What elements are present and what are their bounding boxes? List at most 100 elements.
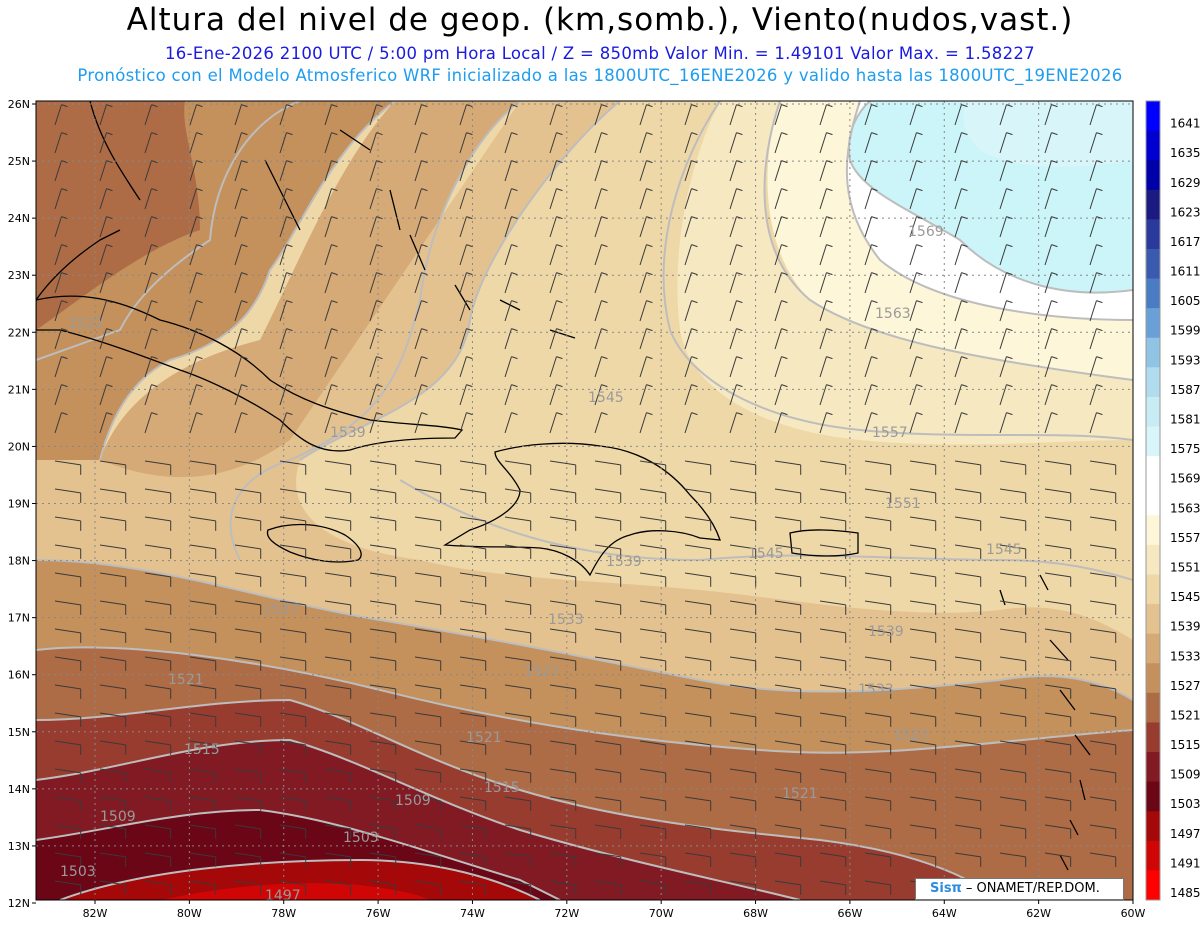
wind-barb bbox=[1089, 300, 1097, 322]
wind-barb-feather bbox=[61, 244, 68, 248]
wind-barb bbox=[324, 516, 351, 522]
wind-barb-feather bbox=[556, 300, 563, 304]
wind-barb-feather bbox=[556, 216, 563, 220]
wind-barb bbox=[504, 796, 531, 802]
contour-label: 1503 bbox=[343, 830, 379, 846]
wind-barb bbox=[774, 796, 801, 802]
wind-barb bbox=[144, 628, 171, 634]
contour-lines bbox=[36, 101, 1133, 900]
wind-barb bbox=[144, 572, 171, 578]
wind-barb bbox=[684, 272, 692, 294]
wind-barb bbox=[324, 412, 332, 434]
wind-barb bbox=[729, 132, 737, 154]
wind-barb bbox=[909, 628, 936, 634]
wind-barb bbox=[369, 824, 396, 830]
wind-barb bbox=[774, 272, 782, 294]
wind-barb bbox=[234, 740, 261, 746]
wind-barb bbox=[279, 880, 306, 886]
wind-barb bbox=[729, 160, 737, 182]
wind-barb bbox=[369, 272, 377, 294]
wind-barb bbox=[909, 460, 936, 466]
wind-barb bbox=[684, 600, 711, 606]
wind-barb bbox=[369, 600, 396, 606]
wind-barb-feather bbox=[781, 104, 788, 108]
wind-barb bbox=[144, 328, 152, 350]
wind-barb bbox=[99, 796, 126, 802]
wind-barb bbox=[684, 544, 711, 550]
colorbar-label: 1533 bbox=[1170, 649, 1200, 663]
wind-barb-feather bbox=[61, 300, 68, 304]
wind-barb bbox=[504, 272, 512, 294]
wind-barb bbox=[504, 300, 512, 322]
wind-barb bbox=[99, 656, 126, 662]
lat-label: 21N bbox=[8, 383, 30, 396]
wind-barb-feather bbox=[151, 300, 158, 304]
wind-barb bbox=[459, 300, 467, 322]
wind-barb bbox=[684, 300, 692, 322]
wind-barb-feather bbox=[1006, 272, 1013, 276]
wind-barb bbox=[594, 852, 621, 858]
wind-barb bbox=[234, 132, 242, 154]
wind-barb bbox=[414, 384, 422, 406]
wind-barb bbox=[639, 880, 666, 886]
wind-barb bbox=[324, 244, 332, 266]
wind-barb bbox=[459, 460, 486, 466]
wind-barb bbox=[414, 600, 441, 606]
wind-barb bbox=[999, 460, 1026, 466]
wind-barb bbox=[549, 460, 576, 466]
wind-barb bbox=[774, 852, 801, 858]
wind-barb-feather bbox=[241, 384, 248, 388]
wind-barb bbox=[1044, 852, 1071, 858]
wind-barb-feather bbox=[556, 188, 563, 192]
wind-barb bbox=[909, 684, 936, 690]
wind-barb bbox=[549, 740, 576, 746]
wind-barb bbox=[954, 628, 981, 634]
wind-barb bbox=[234, 852, 261, 858]
wind-barb bbox=[459, 796, 486, 802]
wind-barb bbox=[999, 300, 1007, 322]
wind-barb bbox=[954, 516, 981, 522]
wind-barb-feather bbox=[646, 104, 653, 108]
jamaica-coast bbox=[266, 523, 362, 563]
wind-barb bbox=[594, 628, 621, 634]
colorbar-label: 1509 bbox=[1170, 768, 1200, 782]
wind-barb bbox=[54, 160, 62, 182]
puerto-rico-coast bbox=[789, 529, 859, 557]
wind-barb bbox=[414, 272, 422, 294]
wind-barb bbox=[234, 384, 242, 406]
wind-barb bbox=[819, 188, 827, 210]
wind-barb bbox=[729, 300, 737, 322]
wind-barb bbox=[369, 880, 396, 886]
wind-barb bbox=[54, 384, 62, 406]
wind-barb bbox=[1089, 188, 1097, 210]
wind-barb bbox=[864, 712, 891, 718]
wind-barb bbox=[504, 244, 512, 266]
wind-barb-feather bbox=[106, 160, 113, 164]
wind-barb bbox=[1044, 244, 1052, 266]
wind-barb bbox=[504, 600, 531, 606]
wind-barb-feather bbox=[961, 356, 968, 360]
wind-barb bbox=[1089, 104, 1097, 126]
wind-barb-feather bbox=[151, 160, 158, 164]
wind-barb bbox=[504, 384, 512, 406]
wind-barb-feather bbox=[466, 216, 473, 220]
wind-barb-feather bbox=[916, 300, 923, 304]
wind-barb-feather bbox=[646, 384, 653, 388]
wind-barb bbox=[504, 768, 531, 774]
wind-barb bbox=[594, 684, 621, 690]
wind-barb-feather bbox=[691, 188, 698, 192]
wind-barb bbox=[909, 852, 936, 858]
wind-barb bbox=[54, 188, 62, 210]
wind-barb bbox=[999, 272, 1007, 294]
wind-barb-feather bbox=[556, 104, 563, 108]
wind-barb bbox=[819, 412, 827, 434]
wind-barb-feather bbox=[961, 104, 968, 108]
wind-barb-feather bbox=[826, 244, 833, 248]
wind-barb bbox=[774, 488, 801, 494]
wind-barb-feather bbox=[1051, 356, 1058, 360]
wind-barb bbox=[999, 356, 1007, 378]
wind-barb bbox=[729, 572, 756, 578]
band-1533 bbox=[100, 101, 520, 600]
wind-barb bbox=[1044, 796, 1071, 802]
wind-barb bbox=[819, 712, 846, 718]
